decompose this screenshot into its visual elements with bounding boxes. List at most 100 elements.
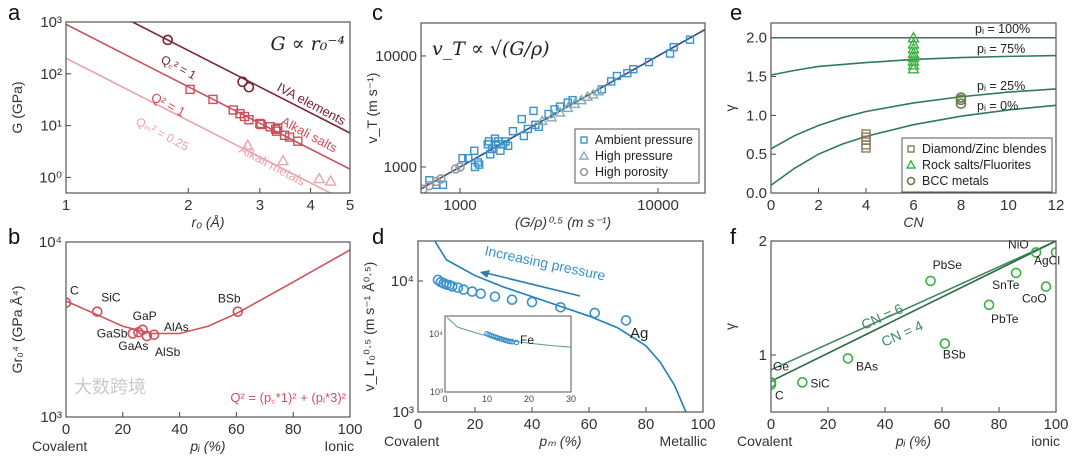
plot-frame [65, 241, 351, 418]
circle-marker [455, 162, 465, 172]
y-tick-label: 1000 [384, 159, 417, 176]
square-marker [685, 35, 695, 44]
x-tick-label: 3 [256, 197, 264, 214]
panel-f: f 0 20 40 60 80 100 1 2 pᵢ (%) γ Covalent ionic Ge C Si… [722, 224, 1069, 449]
y-tick-label: 1 [759, 347, 767, 364]
y-tick-label: 10³ [392, 404, 414, 421]
panel-a: a 1 2 3 4 5 10⁰ 10¹ 10² 10³ r₀ (Å) G (GPa) G ∝ r₀⁻⁴ Q… [8, 0, 354, 230]
circle-marker [1050, 247, 1056, 258]
circle-marker [771, 379, 777, 390]
y-tick-label: 10³ [40, 409, 62, 426]
panel-c: c 1000 10000 1000 10000 (G/ρ)⁰·⁵ (m s⁻¹) v_T (… [364, 0, 706, 230]
x-tick-label: 60 [934, 416, 951, 433]
square-marker [508, 127, 518, 136]
triangle-marker [907, 37, 920, 49]
annotation: G ∝ r₀⁻⁴ [271, 33, 345, 55]
x-tick-label: 10 [1000, 197, 1017, 214]
panel-letter: b [8, 224, 20, 249]
square-marker [644, 57, 654, 67]
square-marker [255, 118, 265, 129]
circle-marker [906, 176, 916, 186]
inset: 0 10 20 30 10³ 10⁴ Fe [429, 315, 576, 404]
inset-x-tick-label: 0 [442, 394, 447, 404]
plot-frame [417, 240, 704, 413]
point-label: C [70, 284, 79, 298]
x-tick-label: 40 [171, 421, 188, 438]
circle-marker [127, 328, 139, 339]
annotation: Ag [630, 325, 648, 342]
circle-marker [91, 306, 103, 317]
plot-frame [770, 240, 1057, 413]
y-axis-label: Gr₀⁴ (GPa Å⁴) [9, 286, 25, 374]
circle-marker [162, 34, 174, 46]
circle-marker [432, 274, 444, 286]
end-label-right: Metallic [660, 433, 707, 449]
panel-letter: e [730, 0, 742, 25]
inset-x-tick-label: 30 [566, 394, 576, 404]
legend-entry: High porosity [595, 165, 669, 179]
square-marker [279, 130, 290, 140]
square-marker [629, 64, 638, 74]
x-tick-label: 0 [62, 421, 70, 438]
point-label: PbSe [933, 258, 963, 272]
panel-letter: c [372, 0, 383, 25]
triangle-marker [907, 31, 920, 43]
x-axis-label: pₘ (%) [538, 433, 581, 449]
square-marker [861, 143, 871, 153]
y-axis-label: G (GPa) [9, 81, 25, 133]
square-marker [485, 150, 495, 159]
x-tick-label: 20 [820, 416, 837, 433]
square-marker [208, 94, 218, 105]
square-marker [861, 129, 871, 139]
covalent-end-label: Covalent [32, 438, 87, 454]
x-tick-label: 6 [909, 197, 917, 214]
circle-marker [939, 338, 951, 349]
legend: Ambient pressure High pressure High porosi… [574, 128, 700, 184]
point-label: CoO [1022, 292, 1047, 306]
x-tick-label: 5 [346, 197, 354, 214]
point-label: BSb [943, 348, 966, 362]
covalent-end-label: Covalent [384, 433, 439, 449]
end-label-right: Ionic [324, 438, 354, 454]
fit-line [434, 241, 687, 412]
triangle-marker [545, 111, 558, 122]
circle-marker [1040, 281, 1052, 292]
annotation: Alkali metals [237, 141, 309, 189]
square-marker [503, 141, 513, 151]
legend-entry: BCC metals [922, 174, 989, 188]
inset-point [507, 338, 513, 345]
arrow-head-icon [480, 270, 490, 278]
y-tick-label: 10000 [375, 48, 417, 65]
y-tick-label: 10¹ [40, 118, 62, 135]
legend-entry: Ambient pressure [595, 133, 693, 147]
point-label: BAs [856, 359, 878, 373]
x-axis-label: (G/ρ)⁰·⁵ (m s⁻¹) [515, 214, 611, 230]
point-label: GaAs [118, 339, 148, 353]
x-tick-label: 60 [581, 416, 598, 433]
circle-marker [1010, 267, 1022, 279]
triangle-marker [276, 154, 290, 166]
x-tick-label: 2 [184, 197, 192, 214]
x-tick-label: 1000 [443, 197, 476, 214]
square-marker [529, 106, 538, 116]
circle-marker [141, 330, 153, 342]
square-marker [256, 119, 266, 130]
square-marker [907, 145, 915, 153]
x-tick-label: 80 [991, 416, 1008, 433]
x-tick-label: 12 [1048, 197, 1065, 214]
square-marker [606, 77, 616, 86]
inset-frame [444, 315, 572, 393]
panel-letter: a [8, 0, 21, 25]
square-marker [185, 84, 195, 95]
y-tick-label: 1.0 [746, 107, 767, 124]
circle-marker [1030, 247, 1042, 258]
point-label: Ge [773, 359, 789, 373]
inset-y-tick-label: 10⁴ [429, 329, 443, 339]
legend-entry: Rock salts/Fluorites [922, 158, 1031, 172]
circle-marker [450, 164, 461, 174]
triangle-marker [592, 85, 605, 96]
end-label-right: ionic [1031, 433, 1060, 449]
x-tick-label: 100 [690, 416, 715, 433]
circle-marker [925, 275, 936, 287]
circle-marker [579, 167, 589, 177]
